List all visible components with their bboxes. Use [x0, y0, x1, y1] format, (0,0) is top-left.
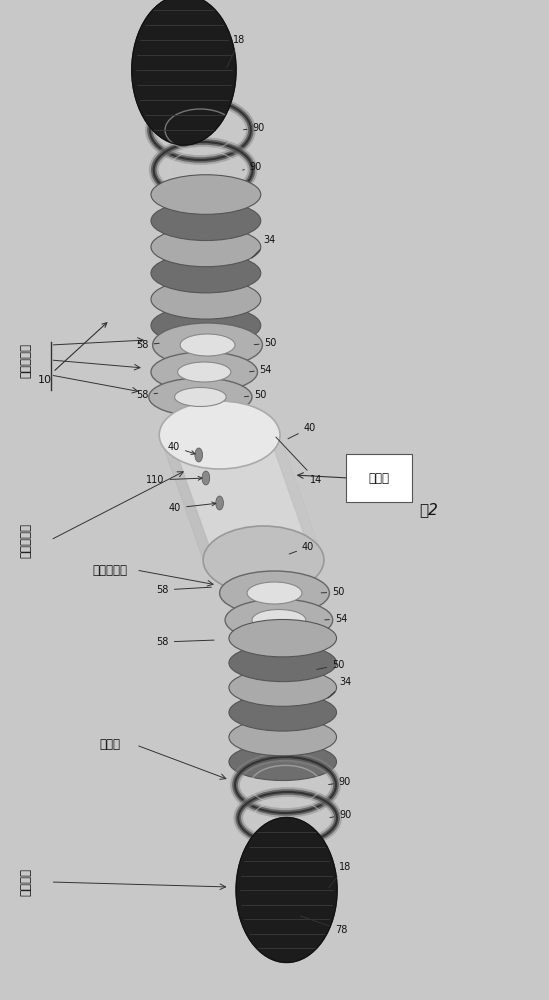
Text: 58: 58: [136, 340, 159, 350]
Ellipse shape: [229, 644, 337, 682]
Ellipse shape: [252, 609, 306, 631]
Ellipse shape: [151, 227, 261, 267]
Text: 40: 40: [288, 423, 316, 439]
Polygon shape: [159, 435, 214, 560]
Polygon shape: [159, 435, 324, 560]
Text: 外本体: 外本体: [368, 472, 389, 485]
Ellipse shape: [220, 571, 329, 615]
Ellipse shape: [151, 201, 261, 241]
Text: 密封间隔件: 密封间隔件: [92, 564, 127, 576]
Text: 58: 58: [156, 637, 214, 647]
Text: 18: 18: [227, 35, 245, 67]
Ellipse shape: [151, 352, 257, 392]
Text: 40: 40: [289, 542, 314, 554]
Ellipse shape: [151, 306, 261, 345]
Ellipse shape: [229, 718, 337, 756]
Ellipse shape: [180, 334, 235, 356]
Text: 54: 54: [250, 365, 272, 375]
Ellipse shape: [229, 694, 337, 731]
Text: 90: 90: [243, 162, 262, 172]
Text: 40: 40: [168, 442, 195, 454]
Ellipse shape: [159, 401, 280, 469]
Ellipse shape: [236, 818, 337, 962]
Text: 10: 10: [37, 323, 107, 385]
Ellipse shape: [149, 378, 252, 416]
Ellipse shape: [151, 279, 261, 319]
Text: 90: 90: [329, 777, 351, 787]
Text: 34: 34: [252, 235, 276, 258]
Text: 34: 34: [328, 677, 351, 698]
Text: 90: 90: [330, 810, 351, 820]
Text: 端部螺母: 端部螺母: [20, 868, 33, 896]
Ellipse shape: [151, 175, 261, 214]
Text: 图2: 图2: [419, 502, 438, 518]
Ellipse shape: [229, 619, 337, 657]
Text: 石墨密封件: 石墨密封件: [20, 342, 33, 377]
Text: 18: 18: [329, 862, 351, 888]
Ellipse shape: [229, 669, 337, 706]
Text: 夹持环: 夹持环: [99, 738, 120, 752]
Text: 54: 54: [324, 614, 348, 624]
Ellipse shape: [229, 743, 337, 781]
Circle shape: [216, 496, 223, 510]
Text: 58: 58: [156, 585, 211, 595]
Ellipse shape: [178, 362, 231, 382]
Ellipse shape: [225, 599, 333, 641]
Polygon shape: [269, 435, 324, 560]
Text: 14: 14: [276, 437, 322, 485]
Text: 110: 110: [147, 475, 202, 485]
Ellipse shape: [153, 323, 262, 367]
Text: 58: 58: [136, 390, 158, 400]
Text: 90: 90: [244, 123, 265, 133]
Ellipse shape: [151, 253, 261, 293]
Text: 40: 40: [169, 502, 216, 513]
Ellipse shape: [132, 0, 236, 145]
Text: 50: 50: [244, 390, 267, 400]
Ellipse shape: [203, 526, 324, 594]
Ellipse shape: [247, 582, 302, 604]
Text: 50: 50: [321, 587, 345, 597]
Text: 50: 50: [317, 660, 345, 670]
Circle shape: [195, 448, 203, 462]
Text: 78: 78: [300, 916, 348, 935]
Text: 50: 50: [254, 338, 277, 348]
Text: 密封作动筒: 密封作动筒: [20, 522, 33, 558]
Circle shape: [202, 471, 210, 485]
Ellipse shape: [175, 387, 226, 406]
FancyBboxPatch shape: [346, 454, 412, 502]
